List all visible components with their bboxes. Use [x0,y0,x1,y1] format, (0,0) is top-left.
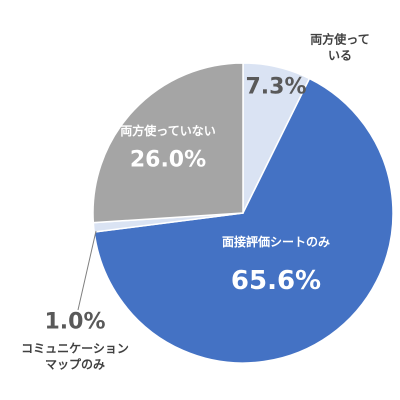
category-label: 両方使っていない [120,124,216,139]
pie-slice [93,77,394,364]
category-label: 両方使っている [310,32,370,62]
value-label: 65.6% [230,266,322,297]
value-label: 7.3% [245,74,307,100]
pie-slice [92,62,244,224]
value-label: 1.0% [44,309,106,335]
leader-line [77,230,97,311]
category-label: 面接評価シートのみ [221,235,331,250]
value-label: 26.0% [129,147,207,173]
category-label: コミュニケーション マップのみ [21,341,129,371]
